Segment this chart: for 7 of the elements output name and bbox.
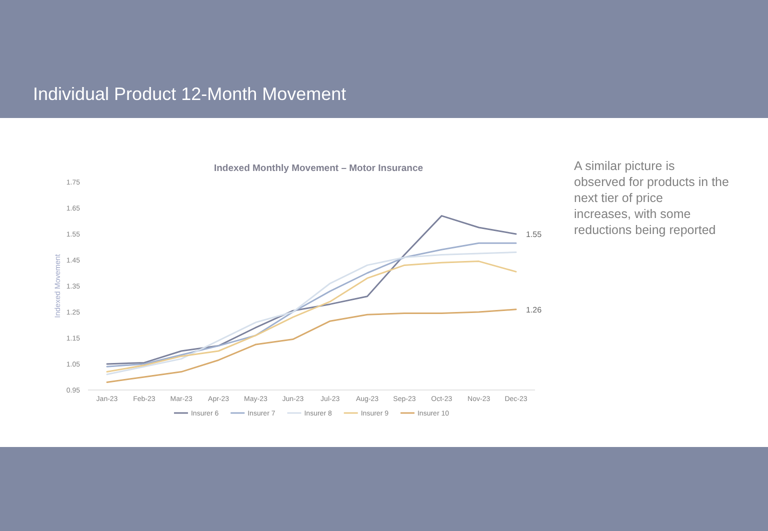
text: A similar picture is observed for products in the next tier of price increases, with some reductions being reported bbox=[574, 159, 729, 237]
annotation: 1.55 bbox=[526, 230, 542, 239]
line-series bbox=[106, 308, 517, 383]
annotation: 1.26 bbox=[526, 305, 542, 314]
chart-title: Indexed Monthly Movement – Motor Insurance bbox=[214, 163, 424, 174]
text: Individual Product 12-Month Movement bbox=[33, 84, 346, 104]
line-series bbox=[106, 215, 517, 365]
